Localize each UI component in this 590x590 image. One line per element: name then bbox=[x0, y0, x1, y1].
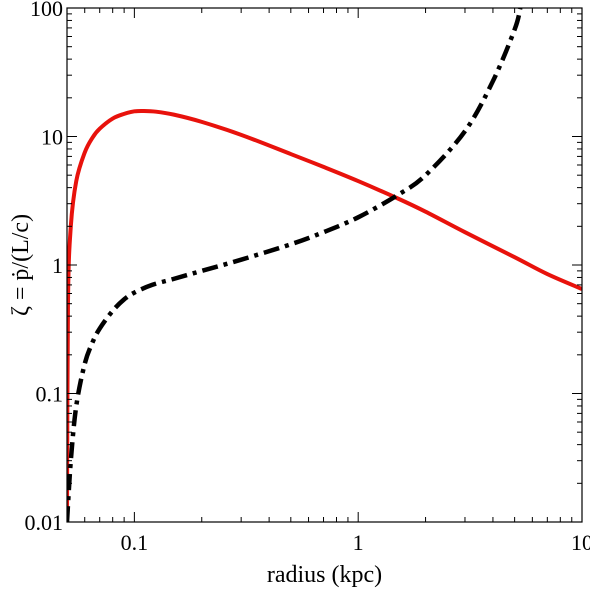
series-line-black-dashdot bbox=[67, 8, 523, 522]
x-tick-label: 1 bbox=[353, 530, 364, 555]
plot-frame bbox=[66, 7, 583, 523]
y-tick-label: 100 bbox=[30, 0, 63, 21]
axis-ticks bbox=[66, 7, 583, 523]
series-line-red-solid bbox=[67, 108, 582, 522]
y-tick-label: 0.01 bbox=[25, 510, 64, 535]
x-tick-label: 10 bbox=[571, 530, 590, 555]
y-tick-label: 0.1 bbox=[36, 382, 64, 407]
tick-labels: 0.1 1 10 0.01 0.1 1 10 100 bbox=[25, 0, 590, 555]
y-tick-label: 10 bbox=[41, 125, 63, 150]
curves bbox=[67, 8, 582, 522]
y-axis-label: ζ = ṗ/(L/c) bbox=[8, 214, 34, 316]
x-axis-label: radius (kpc) bbox=[267, 562, 382, 588]
y-tick-label: 1 bbox=[52, 253, 63, 278]
x-tick-label: 0.1 bbox=[121, 530, 149, 555]
